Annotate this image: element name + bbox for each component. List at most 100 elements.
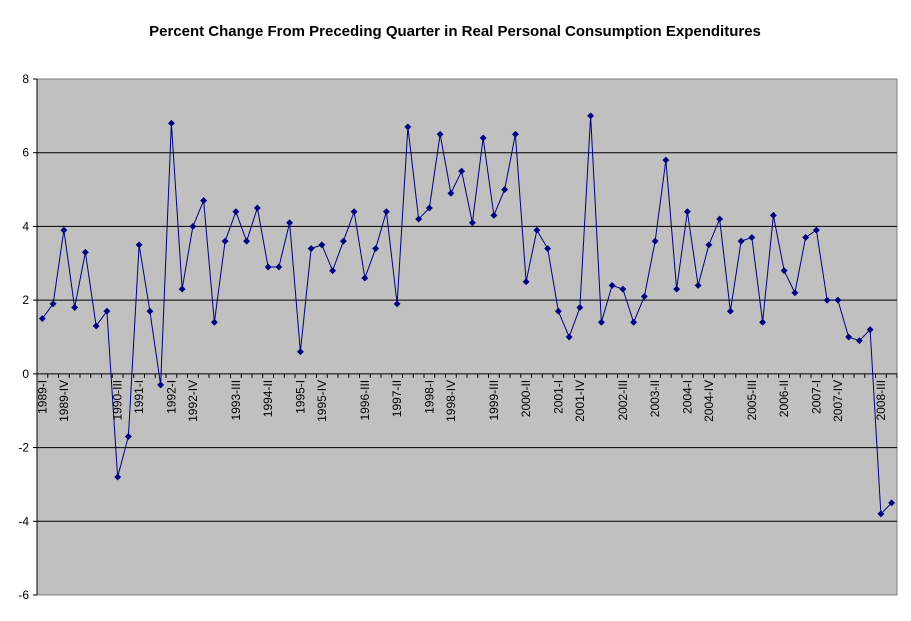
data-point [372, 244, 380, 253]
data-point [748, 233, 756, 242]
x-tick-label: 2007-I [809, 380, 823, 414]
y-tick-label: -2 [18, 441, 29, 455]
data-point [425, 204, 433, 212]
x-tick-label: 1997-II [390, 380, 404, 417]
data-point [533, 226, 541, 234]
data-point [436, 130, 444, 138]
data-point [576, 303, 584, 312]
data-point [554, 307, 562, 315]
data-point [243, 237, 251, 245]
chart-title: Percent Change From Preceding Quarter in… [149, 23, 761, 40]
data-point [845, 333, 853, 341]
data-point [823, 296, 831, 304]
data-point [468, 219, 476, 227]
x-tick-label: 1993-III [229, 380, 243, 421]
data-point [565, 333, 573, 341]
plot-area [36, 78, 898, 596]
data-point [759, 318, 767, 326]
data-point [458, 167, 466, 175]
data-point [662, 156, 670, 164]
data-point [350, 208, 358, 216]
data-point [124, 432, 132, 441]
y-tick-label: 6 [22, 146, 29, 160]
data-point [673, 285, 681, 293]
data-point [382, 208, 390, 216]
x-tick-label: 2005-III [745, 380, 759, 421]
y-tick-label: 2 [22, 293, 29, 307]
x-tick-label: 2001-I [551, 380, 565, 414]
data-point [339, 237, 347, 245]
x-tick-label: 1995-IV [315, 380, 329, 422]
x-tick-label: 1990-III [111, 380, 125, 421]
x-tick-label: 1989-IV [57, 380, 71, 422]
data-point [479, 134, 487, 142]
data-point [71, 303, 79, 312]
data-point [38, 315, 46, 323]
x-tick-label: 1996-III [358, 380, 372, 421]
data-point [135, 241, 143, 249]
y-tick-label: -6 [18, 588, 29, 602]
data-point [812, 226, 820, 234]
data-point [511, 130, 519, 138]
axes: -6 -4 -2 0 2 4 6 8 1989-I 1989-IV 1990-III 1991-I 19… [18, 72, 898, 602]
data-point [157, 381, 165, 389]
data-point [81, 248, 89, 256]
data-point [522, 278, 530, 286]
x-tick-label: 2000-II [519, 380, 533, 417]
data-point [683, 208, 691, 216]
data-point [737, 237, 745, 245]
data-point [705, 241, 713, 249]
data-point [92, 322, 100, 330]
gridlines [37, 152, 897, 522]
data-point [318, 241, 326, 249]
x-tick-label: 2001-IV [573, 380, 587, 422]
data-point [404, 123, 412, 131]
x-tick-label: 2008-III [874, 380, 888, 421]
data-point [49, 300, 57, 308]
x-tick-label: 2004-IV [702, 380, 716, 422]
y-tick-label: 0 [22, 367, 29, 381]
x-tick-label: 1994-II [261, 380, 275, 417]
data-point [221, 237, 229, 245]
data-point [608, 281, 616, 289]
data-point [587, 112, 595, 120]
data-point [630, 318, 638, 326]
data-point [253, 204, 261, 212]
y-tick-label: 4 [22, 219, 29, 233]
x-tick-label: 2006-II [777, 380, 791, 417]
data-point [232, 208, 240, 216]
data-point [726, 307, 734, 315]
x-tick-label: 1999-III [487, 380, 501, 421]
data-point [866, 326, 874, 334]
y-tick-label: -4 [18, 514, 29, 528]
data-point [447, 189, 455, 197]
data-point [694, 281, 702, 289]
data-point [780, 267, 788, 275]
data-point [855, 337, 863, 345]
x-tick-label: 1998-IV [444, 380, 458, 422]
data-point [393, 300, 401, 308]
x-tick-label: 1995-I [293, 380, 307, 414]
data-point [490, 211, 498, 219]
y-tick-label: 8 [22, 72, 29, 86]
x-tick-label: 2004-I [680, 380, 694, 414]
data-point [888, 499, 896, 507]
data-point [103, 307, 111, 315]
data-point [544, 244, 552, 253]
data-point [60, 226, 68, 234]
data-point [877, 510, 885, 518]
x-tick-label: 1992-I [164, 380, 178, 414]
data-point [791, 289, 799, 297]
data-point [716, 215, 724, 223]
data-point [640, 292, 648, 301]
data-point [415, 215, 423, 223]
data-point [146, 307, 154, 315]
data-point [264, 263, 272, 271]
data-point [769, 211, 777, 219]
data-point [189, 222, 197, 230]
data-point [210, 318, 218, 326]
x-tick-label: 1992-IV [186, 380, 200, 422]
data-point [275, 263, 283, 271]
